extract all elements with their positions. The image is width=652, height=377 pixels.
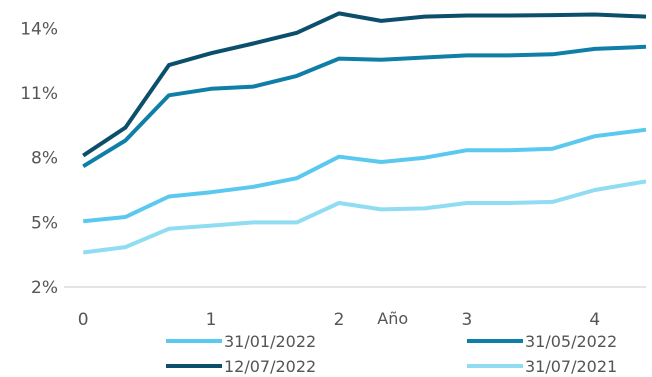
y-tick-label: 11% [20, 84, 58, 104]
series-lines [82, 11, 647, 255]
axes: 2% 5% 8% 11% 14% 0 1 2 3 4 Año [20, 19, 646, 330]
x-tick-label: 4 [589, 310, 600, 330]
y-tick-label: 14% [20, 19, 58, 39]
x-tick-label: 3 [462, 310, 473, 330]
legend-item: 12/07/2022 [166, 357, 316, 376]
x-tick-label: 2 [334, 310, 345, 330]
x-tick-label: 0 [78, 310, 89, 330]
series-line-2 [82, 44, 647, 169]
x-axis-title: Año [377, 309, 408, 328]
y-tick-label: 8% [31, 149, 58, 169]
series-line-4 [82, 179, 647, 255]
series-line-3 [82, 11, 647, 158]
y-tick-label: 2% [31, 278, 58, 298]
series-line-1 [82, 127, 647, 224]
legend: 31/01/2022 31/05/2022 12/07/2022 31/07/2021 [166, 332, 617, 376]
x-tick-label: 1 [206, 310, 217, 330]
legend-item: 31/01/2022 [166, 332, 316, 351]
legend-label: 31/07/2021 [525, 357, 617, 376]
legend-label: 31/01/2022 [224, 332, 316, 351]
y-tick-label: 5% [31, 213, 58, 233]
legend-label: 31/05/2022 [525, 332, 617, 351]
legend-item: 31/07/2021 [467, 357, 617, 376]
legend-item: 31/05/2022 [467, 332, 617, 351]
legend-label: 12/07/2022 [224, 357, 316, 376]
